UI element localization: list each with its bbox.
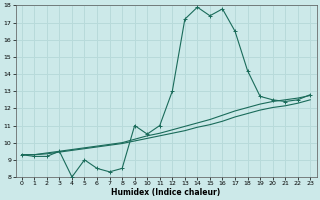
X-axis label: Humidex (Indice chaleur): Humidex (Indice chaleur): [111, 188, 221, 197]
